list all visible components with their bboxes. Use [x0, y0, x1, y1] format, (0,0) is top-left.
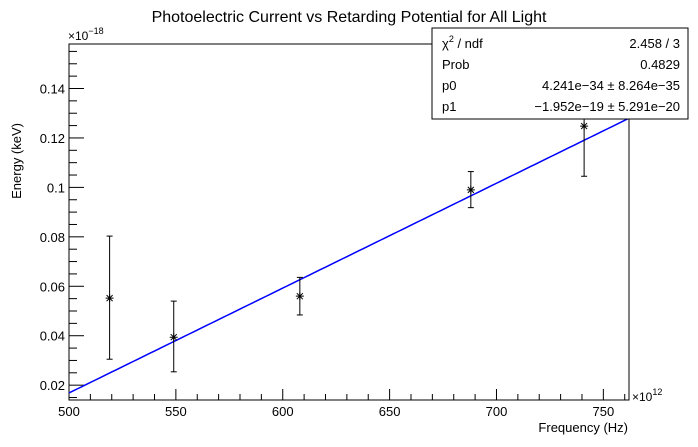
x-tick-label: 600	[272, 404, 294, 419]
y-tick-label: 0.1	[47, 180, 65, 195]
plot-frame	[68, 43, 630, 401]
star-marker	[105, 294, 114, 303]
y-tick-label: 0.12	[40, 131, 65, 146]
y-multiplier: ×10−18	[68, 26, 104, 43]
star-marker	[295, 292, 304, 301]
data-point	[466, 171, 475, 209]
y-tick-label: 0.08	[40, 230, 65, 245]
star-marker	[466, 185, 475, 194]
fit-stats-box: χ2 / ndf 2.458 / 3 Prob 0.4829 p0 4.241e…	[431, 27, 689, 120]
y-multiplier-exponent: −18	[88, 26, 103, 36]
x-axis-label: Frequency (Hz)	[538, 420, 628, 435]
y-tick-label: 0.06	[40, 279, 65, 294]
data-points	[105, 75, 589, 373]
x-axis-ticks: 500 550 600 650 700 750	[58, 389, 626, 419]
data-point	[169, 300, 178, 373]
data-point	[105, 235, 114, 360]
stats-value-p1: −1.952e−19 ± 5.291e−20	[534, 99, 680, 114]
data-point	[295, 276, 304, 316]
star-marker	[580, 122, 589, 131]
stats-value-p0: 4.241e−34 ± 8.264e−35	[542, 78, 680, 93]
y-tick-label: 0.04	[40, 329, 65, 344]
star-marker	[169, 333, 178, 342]
stats-label-p0: p0	[442, 78, 456, 93]
stats-value-chi2: 2.458 / 3	[629, 36, 680, 51]
x-tick-label: 750	[592, 404, 614, 419]
x-tick-label: 700	[486, 404, 508, 419]
y-multiplier-base: ×10	[68, 29, 89, 43]
x-tick-label: 650	[379, 404, 401, 419]
stats-label-p1: p1	[442, 99, 456, 114]
stats-label-chi2: χ2 / ndf	[442, 34, 483, 51]
y-tick-label: 0.14	[40, 82, 65, 97]
x-multiplier-exponent: 12	[652, 387, 662, 397]
fit-line	[68, 117, 630, 394]
x-tick-label: 500	[58, 404, 80, 419]
y-tick-label: 0.02	[40, 378, 65, 393]
stats-value-prob: 0.4829	[640, 57, 680, 72]
x-tick-label: 550	[165, 404, 187, 419]
x-multiplier-base: ×10	[632, 390, 653, 404]
chart-title: Photoelectric Current vs Retarding Poten…	[152, 9, 547, 26]
stats-label-prob: Prob	[442, 57, 469, 72]
y-axis-label: Energy (keV)	[9, 123, 24, 199]
x-multiplier: ×1012	[632, 387, 662, 404]
y-axis-ticks: 0.02 0.04 0.06 0.08 0.1 0.12 0.14	[40, 50, 84, 399]
